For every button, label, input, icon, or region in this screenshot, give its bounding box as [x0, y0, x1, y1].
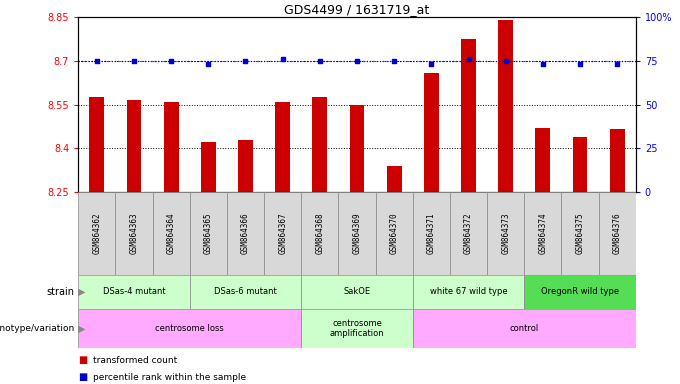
Bar [190, 192, 227, 275]
Text: GSM864367: GSM864367 [278, 212, 287, 254]
Bar [126, 100, 141, 192]
Text: GSM864374: GSM864374 [539, 212, 547, 254]
Text: ■: ■ [78, 355, 88, 365]
Bar [350, 104, 364, 192]
Bar [116, 192, 152, 275]
Text: percentile rank within the sample: percentile rank within the sample [93, 372, 246, 382]
Bar [413, 309, 636, 348]
Text: GSM864372: GSM864372 [464, 212, 473, 254]
Bar [450, 192, 487, 275]
Text: genotype/variation: genotype/variation [0, 324, 75, 333]
Bar [301, 309, 413, 348]
Bar [201, 142, 216, 192]
Text: GSM864371: GSM864371 [427, 212, 436, 254]
Point [129, 58, 139, 64]
Bar [152, 192, 190, 275]
Bar [524, 192, 562, 275]
Text: GSM864366: GSM864366 [241, 212, 250, 254]
Bar [375, 192, 413, 275]
Point [463, 56, 474, 62]
Bar [301, 192, 339, 275]
Bar [339, 192, 375, 275]
Point [389, 58, 400, 64]
Bar [264, 192, 301, 275]
Point [500, 58, 511, 64]
Text: GSM864375: GSM864375 [575, 212, 585, 254]
Text: ▶: ▶ [78, 287, 85, 297]
Bar [89, 98, 104, 192]
Bar [78, 309, 301, 348]
Text: SakOE: SakOE [343, 287, 371, 296]
Text: strain: strain [47, 287, 75, 297]
Bar [610, 129, 625, 192]
Text: GSM864376: GSM864376 [613, 212, 622, 254]
Bar [301, 275, 413, 309]
Bar [275, 102, 290, 192]
Text: centrosome
amplification: centrosome amplification [330, 319, 384, 338]
Bar [387, 166, 402, 192]
Bar [164, 102, 179, 192]
Bar [562, 192, 598, 275]
Text: DSas-6 mutant: DSas-6 mutant [214, 287, 277, 296]
Point [426, 61, 437, 68]
Point [352, 58, 362, 64]
Bar [227, 192, 264, 275]
Bar [524, 275, 636, 309]
Text: GSM864365: GSM864365 [204, 212, 213, 254]
Point [537, 61, 548, 68]
Bar [598, 192, 636, 275]
Text: GSM864370: GSM864370 [390, 212, 398, 254]
Bar [312, 98, 327, 192]
Text: GSM864369: GSM864369 [352, 212, 362, 254]
Text: white 67 wild type: white 67 wild type [430, 287, 507, 296]
Bar [573, 137, 588, 192]
Text: OregonR wild type: OregonR wild type [541, 287, 619, 296]
Text: GSM864364: GSM864364 [167, 212, 175, 254]
Text: ■: ■ [78, 372, 88, 382]
Point [612, 61, 623, 68]
Bar [238, 139, 253, 192]
Text: transformed count: transformed count [93, 356, 177, 365]
Text: DSas-4 mutant: DSas-4 mutant [103, 287, 165, 296]
Bar [190, 275, 301, 309]
Bar [461, 39, 476, 192]
Text: ▶: ▶ [78, 323, 85, 333]
Text: GSM864368: GSM864368 [316, 212, 324, 254]
Title: GDS4499 / 1631719_at: GDS4499 / 1631719_at [284, 3, 430, 16]
Bar [413, 192, 450, 275]
Text: GSM864363: GSM864363 [129, 212, 139, 254]
Text: GSM864362: GSM864362 [92, 212, 101, 254]
Bar [487, 192, 524, 275]
Text: GSM864373: GSM864373 [501, 212, 510, 254]
Bar [424, 73, 439, 192]
Point [277, 56, 288, 62]
Point [575, 61, 585, 68]
Text: centrosome loss: centrosome loss [155, 324, 224, 333]
Bar [498, 20, 513, 192]
Bar [535, 128, 550, 192]
Point [240, 58, 251, 64]
Bar [78, 275, 190, 309]
Bar [78, 192, 116, 275]
Point [91, 58, 102, 64]
Point [314, 58, 325, 64]
Text: control: control [509, 324, 539, 333]
Bar [413, 275, 524, 309]
Point [203, 61, 214, 68]
Point [166, 58, 177, 64]
